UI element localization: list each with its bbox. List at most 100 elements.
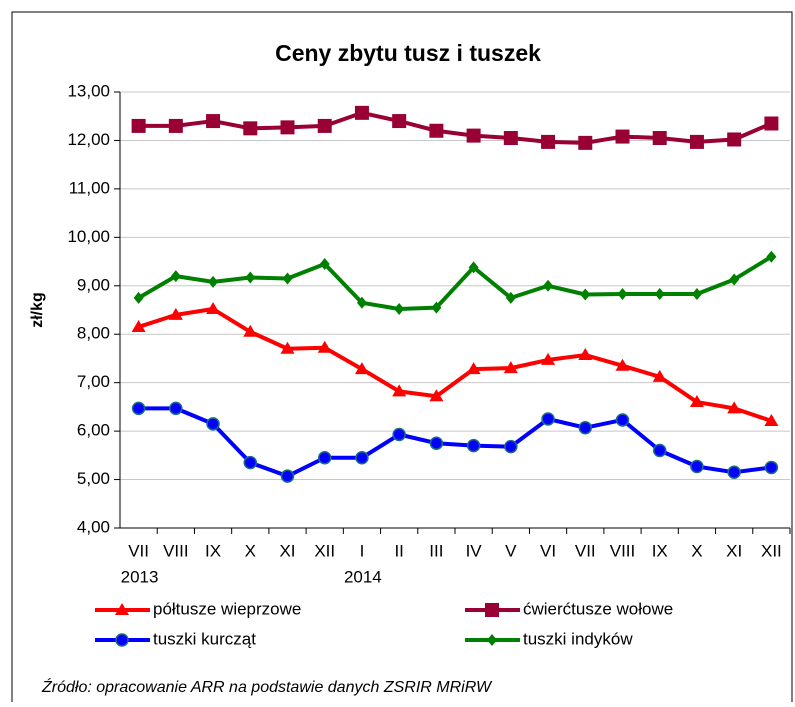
y-tick-label: 9,00 [77, 275, 110, 294]
marker [354, 105, 369, 120]
x-tick-label: XI [279, 541, 295, 560]
marker [429, 123, 444, 138]
year-label: 2014 [344, 567, 382, 586]
legend-label: ćwierćtusze wołowe [523, 599, 673, 618]
marker [543, 279, 554, 292]
series-line [137, 255, 773, 312]
marker [578, 420, 593, 435]
x-tick-label: II [394, 541, 403, 560]
marker [503, 131, 518, 146]
marker [690, 459, 704, 474]
marker [169, 401, 183, 416]
marker [429, 389, 444, 402]
y-tick-label: 13,00 [67, 81, 110, 100]
marker [541, 134, 556, 149]
marker [487, 634, 497, 646]
legend-label: tuszki kurcząt [153, 629, 256, 648]
marker [131, 401, 146, 416]
marker [206, 302, 221, 315]
marker [282, 272, 293, 285]
marker [689, 134, 704, 149]
marker [206, 114, 221, 129]
marker [317, 340, 332, 353]
marker [319, 257, 330, 270]
chart-frame [11, 11, 793, 702]
marker [170, 270, 181, 283]
marker [654, 288, 665, 301]
marker [280, 120, 295, 135]
x-tick-label: XII [761, 541, 782, 560]
y-axis-label: zł/kg [29, 292, 46, 328]
marker [652, 369, 667, 382]
marker [429, 436, 444, 450]
marker [354, 362, 369, 375]
marker [168, 307, 183, 320]
x-tick-label: III [429, 541, 443, 560]
marker [615, 413, 630, 427]
marker [115, 603, 129, 615]
marker [615, 358, 630, 371]
marker [115, 633, 129, 647]
x-tick-label: X [691, 541, 702, 560]
legend-label: tuszki indyków [523, 629, 633, 648]
x-tick-label: IX [205, 541, 221, 560]
x-tick-label: VII [128, 541, 149, 560]
marker [617, 288, 628, 301]
year-label: 2013 [121, 567, 159, 586]
marker [727, 465, 741, 480]
marker [466, 438, 481, 453]
x-tick-label: VI [540, 541, 556, 560]
x-tick-label: I [360, 541, 365, 560]
marker [766, 250, 777, 263]
x-tick-label: XI [726, 541, 742, 560]
marker [317, 118, 332, 133]
marker [243, 455, 258, 470]
marker [764, 460, 779, 475]
x-tick-label: XII [314, 541, 335, 560]
marker [764, 116, 779, 131]
y-tick-label: 8,00 [77, 324, 110, 343]
marker [317, 451, 332, 465]
x-tick-label: IV [466, 541, 483, 560]
marker [245, 271, 256, 284]
marker [280, 341, 295, 354]
marker [580, 288, 591, 301]
marker [485, 603, 499, 617]
marker [652, 131, 667, 146]
marker [392, 114, 407, 129]
x-tick-label: VIII [610, 541, 636, 560]
y-tick-label: 7,00 [77, 372, 110, 391]
marker [431, 301, 442, 314]
x-tick-label: X [245, 541, 256, 560]
marker [392, 384, 407, 397]
marker [727, 132, 742, 147]
x-tick-label: IX [652, 541, 668, 560]
marker [652, 443, 667, 458]
y-tick-label: 10,00 [67, 227, 110, 246]
marker [133, 291, 144, 304]
marker [243, 121, 258, 136]
x-tick-label: VIII [163, 541, 189, 560]
marker [689, 395, 704, 408]
marker [764, 413, 779, 426]
x-tick-label: V [505, 541, 517, 560]
marker [243, 324, 258, 337]
y-tick-label: 12,00 [67, 130, 110, 149]
series-line [138, 110, 773, 145]
marker [468, 261, 479, 274]
marker [578, 348, 593, 361]
y-tick-label: 6,00 [77, 421, 110, 440]
marker [131, 118, 146, 133]
marker [504, 439, 518, 454]
marker [503, 361, 518, 374]
marker [356, 296, 367, 309]
marker [280, 469, 295, 483]
x-tick-label: VII [575, 541, 596, 560]
marker [131, 319, 146, 332]
marker [727, 401, 742, 414]
marker [394, 303, 405, 316]
series-line [137, 307, 773, 423]
marker [505, 291, 516, 304]
marker [168, 118, 183, 133]
chart-title: Ceny zbytu tusz i tuszek [275, 40, 541, 66]
